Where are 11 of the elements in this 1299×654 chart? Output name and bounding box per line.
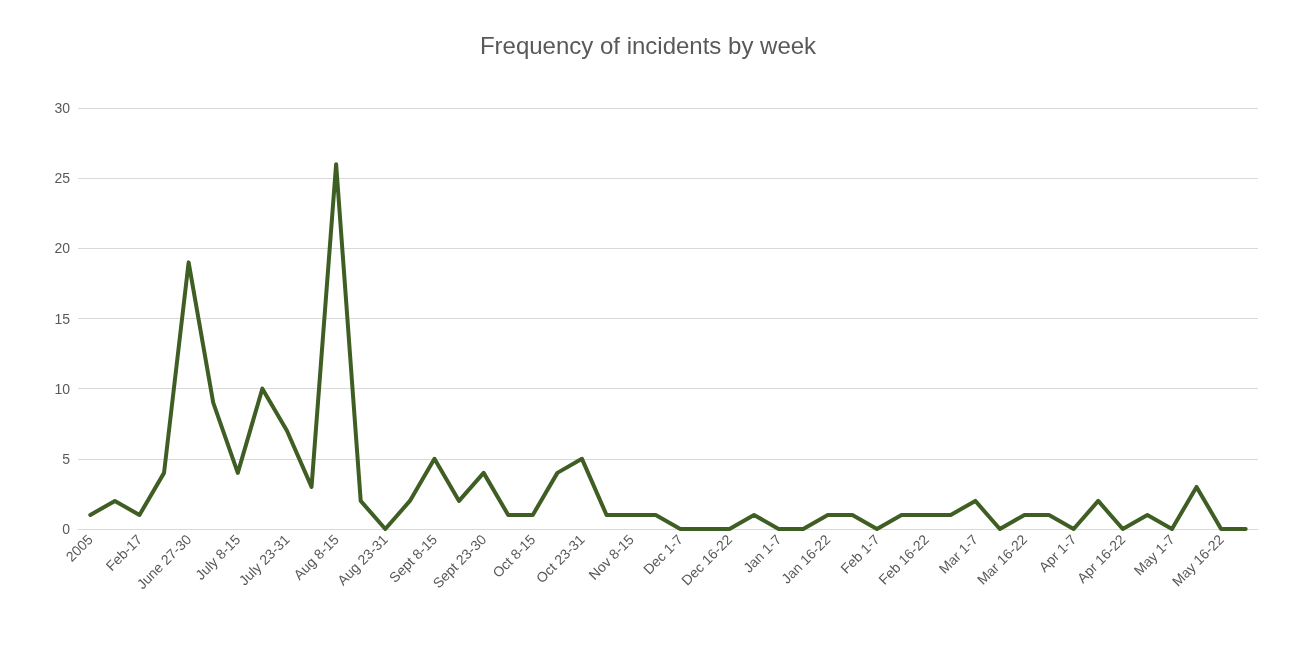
y-tick-label: 25 [54, 170, 71, 187]
line-series [88, 162, 1248, 531]
y-tick-label: 10 [54, 380, 71, 397]
y-tick-label: 0 [62, 521, 71, 537]
y-tick-label: 30 [54, 100, 71, 116]
y-tick-label: 20 [54, 240, 71, 257]
x-tick-label: Mar 1-7 [935, 531, 982, 577]
y-tick-label: 5 [62, 450, 71, 467]
x-tick-label: Apr 1-7 [1035, 531, 1080, 576]
chart-title: Frequency of incidents by week [479, 31, 818, 59]
y-tick-label: 15 [54, 310, 71, 327]
